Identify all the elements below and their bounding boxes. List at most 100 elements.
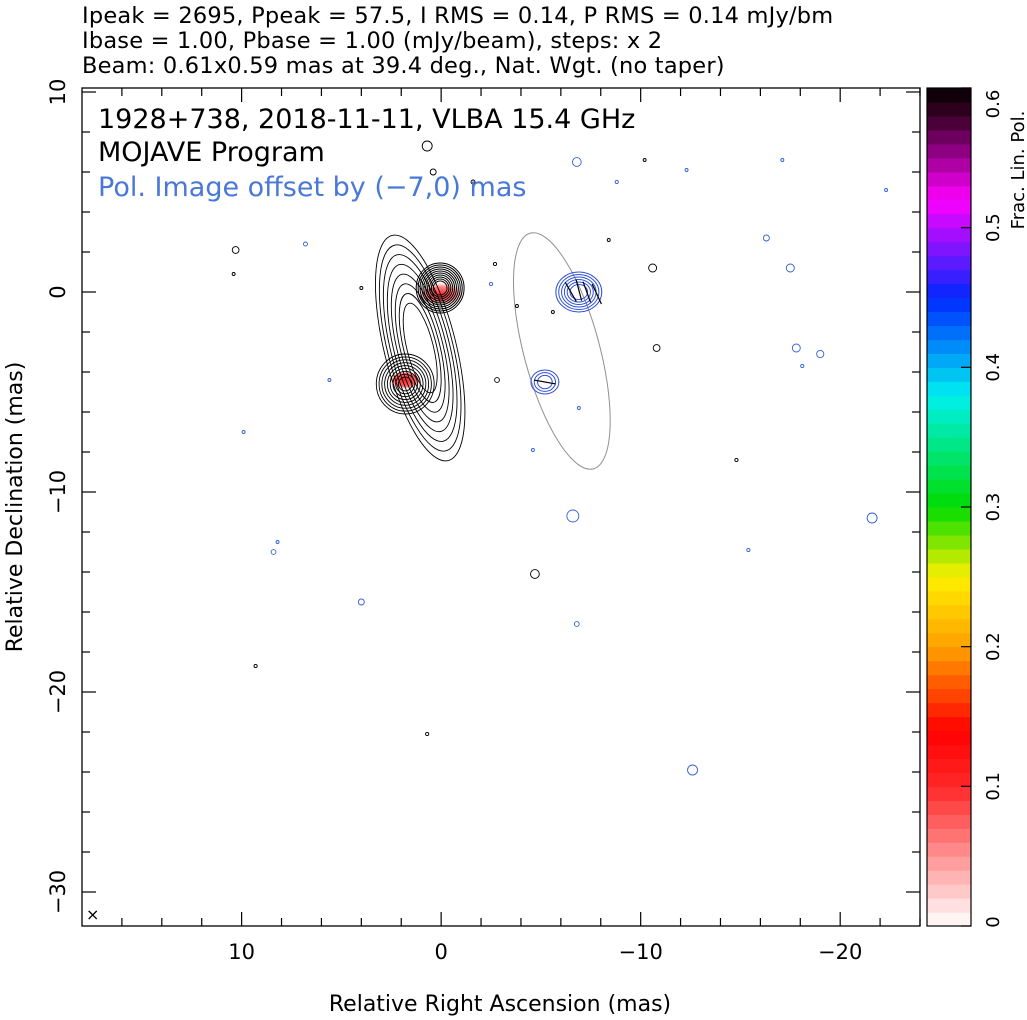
stokes-i-knot-contour bbox=[378, 356, 432, 412]
noise-contour bbox=[762, 234, 770, 242]
stokes-i-contour bbox=[432, 280, 448, 296]
colorbar-tick-label: 0.5 bbox=[983, 213, 1004, 242]
colorbar-segment bbox=[927, 534, 971, 550]
stokes-i-contour bbox=[427, 274, 454, 302]
noise-contour bbox=[425, 731, 430, 737]
noise-contour bbox=[494, 377, 500, 383]
x-tick-label: −20 bbox=[818, 940, 862, 964]
stokes-i-knot-contour bbox=[398, 376, 413, 392]
colorbar-segment bbox=[927, 451, 971, 466]
colorbar-segment bbox=[927, 465, 971, 480]
noise-contour bbox=[866, 512, 878, 524]
noise-contour bbox=[357, 598, 365, 606]
noise-contour bbox=[576, 406, 581, 410]
noise-contour bbox=[470, 179, 476, 185]
noise-contour bbox=[687, 764, 698, 776]
colorbar-segment bbox=[927, 786, 971, 801]
colorbar-segment bbox=[927, 520, 971, 536]
noise-contour bbox=[652, 344, 661, 352]
colorbar-segment bbox=[927, 716, 971, 732]
noise-contour bbox=[614, 179, 619, 185]
noise-contour bbox=[571, 157, 582, 167]
noise-contour bbox=[530, 448, 535, 452]
colorbar-segment bbox=[927, 772, 971, 787]
colorbar-segment bbox=[927, 437, 971, 452]
noise-contour bbox=[606, 238, 611, 242]
colorbar-tick-label: 0.1 bbox=[983, 772, 1004, 801]
colorbar-segment bbox=[927, 688, 971, 704]
beam-marker-icon: × bbox=[86, 905, 99, 924]
pol-offset-annotation: Pol. Image offset by (−7,0) mas bbox=[98, 172, 526, 203]
colorbar-segment bbox=[927, 241, 971, 257]
colorbar-label: Frac. Lin. Pol. bbox=[1008, 111, 1027, 230]
colorbar: 0 0.1 0.2 0.3 0.4 0.5 0.6 bbox=[926, 87, 1004, 928]
x-tick-label: −10 bbox=[619, 940, 663, 964]
noise-contour bbox=[884, 188, 889, 192]
colorbar-segment bbox=[927, 157, 971, 173]
y-tick-label: 0 bbox=[46, 285, 70, 298]
chart-subtitle: MOJAVE Program bbox=[98, 137, 325, 168]
noise-contour bbox=[275, 540, 280, 544]
noise-contour bbox=[270, 549, 277, 555]
x-axis-label: Relative Right Ascension (mas) bbox=[329, 992, 671, 1017]
noise-contour bbox=[429, 168, 437, 176]
stokes-i-jet-contour bbox=[378, 244, 462, 452]
colorbar-segment bbox=[927, 814, 971, 829]
colorbar-tick-label: 0 bbox=[983, 916, 1004, 927]
colorbar-segment bbox=[927, 618, 971, 634]
stokes-i-knot-contour bbox=[384, 362, 427, 406]
stokes-i-contour bbox=[421, 268, 459, 308]
y-tick-label: −20 bbox=[46, 670, 70, 714]
colorbar-segment bbox=[927, 409, 971, 424]
colorbar-tick-label: 0.2 bbox=[983, 632, 1004, 661]
colorbar-segment bbox=[927, 493, 971, 508]
pol-knot-contour bbox=[537, 374, 553, 390]
noise-contour bbox=[734, 457, 739, 463]
colorbar-segment bbox=[927, 88, 971, 103]
noise-contour bbox=[253, 663, 258, 669]
stokes-i-jet-contour bbox=[386, 263, 454, 433]
colorbar-segment bbox=[927, 590, 971, 606]
y-tick-label: 10 bbox=[46, 79, 70, 106]
colorbar-segment bbox=[927, 283, 971, 299]
pol-contour bbox=[555, 271, 603, 313]
stokes-i-jet-contour bbox=[390, 273, 450, 423]
colorbar-segment bbox=[927, 185, 971, 201]
colorbar-segment bbox=[927, 856, 971, 871]
colorbar-segment bbox=[927, 423, 971, 438]
colorbar-segment bbox=[927, 870, 971, 885]
noise-contour bbox=[241, 430, 246, 434]
colorbar-segment bbox=[927, 325, 971, 340]
stokes-i-jet-contour bbox=[382, 254, 458, 442]
y-tick-label: −30 bbox=[46, 870, 70, 914]
noise-contour bbox=[780, 158, 785, 162]
header-line-1: Ipeak = 2695, Ppeak = 57.5, I RMS = 0.14… bbox=[82, 3, 834, 29]
colorbar-segment bbox=[927, 143, 971, 159]
colorbar-segment bbox=[927, 339, 971, 354]
stokes-i-knot-contour bbox=[381, 359, 430, 409]
colorbar-segment bbox=[927, 269, 971, 285]
pol-knot-contour bbox=[530, 369, 560, 395]
stokes-i-jet-contour bbox=[402, 302, 438, 394]
image-layer bbox=[231, 140, 889, 776]
colorbar-segment bbox=[927, 800, 971, 815]
stokes-i-jet-contour bbox=[375, 234, 466, 462]
colorbar-segment bbox=[927, 576, 971, 592]
colorbar-segment bbox=[927, 507, 971, 522]
evpa-tick bbox=[564, 282, 577, 302]
colorbar-segment bbox=[927, 171, 971, 187]
evpa-tick bbox=[591, 283, 602, 305]
colorbar-segment bbox=[927, 227, 971, 243]
noise-contour bbox=[515, 304, 519, 308]
noise-contour bbox=[488, 281, 494, 287]
colorbar-segment bbox=[927, 674, 971, 690]
pol-contour bbox=[558, 274, 600, 310]
colorbar-segment bbox=[927, 562, 971, 578]
colorbar-segment bbox=[927, 129, 971, 145]
colorbar-segment bbox=[927, 646, 971, 662]
noise-contour bbox=[231, 246, 240, 254]
colorbar-segment bbox=[927, 912, 971, 927]
noise-contour bbox=[746, 547, 751, 553]
stokes-i-knot-contour bbox=[389, 367, 421, 401]
